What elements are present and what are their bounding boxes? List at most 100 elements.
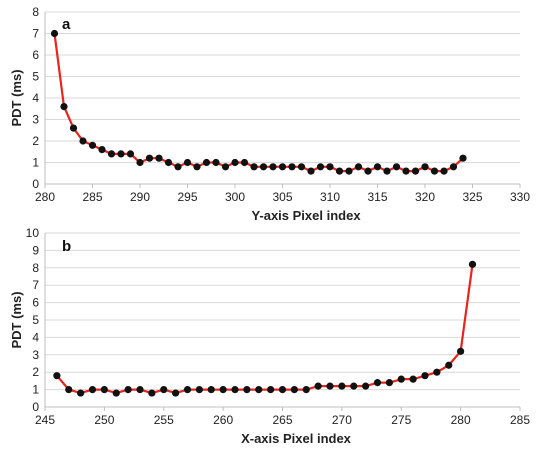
panel-a-data-point [297, 163, 306, 171]
panel-a-data-point [231, 158, 239, 167]
panel-b-y-tick-label: 7 [32, 278, 39, 292]
panel-b-data-point [219, 386, 227, 394]
panel-a-gridlines [45, 11, 520, 163]
panel-b-data-point [195, 386, 203, 394]
panel-b-data-point [314, 382, 322, 390]
panel-b-x-tick-label: 270 [332, 413, 352, 427]
panel-b-y-tick-label: 1 [32, 383, 39, 397]
panel-a-data-point [69, 124, 78, 132]
panel-b-label: b [62, 238, 71, 255]
panel-a-series-polyline [53, 32, 465, 173]
panel-a-y-tick-label: 5 [32, 70, 39, 84]
panel-a-x-tick-label: 320 [415, 190, 435, 204]
panel-b-data-point [373, 379, 382, 387]
panel-b-data-point [183, 386, 192, 394]
panel-a-data-point [430, 167, 439, 175]
panel-b-data-point [148, 389, 156, 397]
panel-a-y-tick-label: 2 [32, 134, 39, 148]
panel-b-data-point [397, 375, 405, 383]
panel-a-y-tick-label: 6 [32, 48, 39, 62]
panel-a-x-tick-label: 290 [130, 190, 150, 204]
panel-a-x-tick-labels: 280 285 290 295 300 305 310 315 320 325 330 [35, 190, 530, 204]
panel-b-axes [44, 233, 521, 411]
panel-b-points [53, 260, 477, 397]
panel-b-data-point [468, 260, 477, 268]
panel-b-y-tick-label: 6 [32, 296, 39, 310]
panel-a-data-point [402, 167, 410, 175]
panel-a-data-point [345, 167, 353, 175]
panel-b-series-polyline [55, 263, 474, 395]
panel-b-x-tick-label: 265 [272, 413, 292, 427]
panel-b-x-tick-label: 255 [154, 413, 174, 427]
panel-a-data-point [117, 150, 125, 158]
panel-b: 0 1 2 3 4 5 6 7 8 9 10 245 250 255 260 265 270 275 280 285… [9, 226, 530, 446]
panel-b-x-tick-label: 250 [94, 413, 114, 427]
panel-a-data-point [373, 163, 382, 171]
panel-a-y-tick-label: 1 [32, 156, 39, 170]
panel-a-series-line [53, 32, 465, 173]
panel-b-data-point [124, 386, 132, 394]
panel-b-y-tick-label: 8 [32, 261, 39, 275]
panel-a-x-tick-label: 315 [367, 190, 387, 204]
panel-a-y-tick-label: 4 [32, 91, 39, 105]
panel-b-data-point [100, 386, 108, 394]
panel-a-x-tick-label: 300 [225, 190, 245, 204]
panel-a-x-tick-label: 295 [177, 190, 197, 204]
panel-b-data-point [326, 382, 334, 390]
panel-a-x-tick-label: 285 [82, 190, 102, 204]
panel-b-data-point [243, 386, 251, 394]
panel-a-y-tick-label: 8 [32, 5, 39, 19]
panel-b-data-point [302, 386, 310, 394]
panel-a-y-tick-label: 7 [32, 27, 39, 41]
panel-b-y-tick-label: 4 [32, 330, 39, 344]
panel-a-data-point [145, 154, 154, 162]
panel-b-data-point [77, 389, 85, 397]
panel-b-data-point [231, 386, 239, 394]
panel-b-y-tick-label: 9 [32, 243, 39, 257]
panel-a-data-point [392, 163, 401, 171]
panel-b-x-tick-label: 280 [451, 413, 471, 427]
panel-b-data-point [53, 372, 61, 380]
panel-a-data-point [421, 163, 429, 171]
panel-a-y-tick-label: 3 [32, 113, 39, 127]
panel-a-data-point [326, 163, 334, 171]
panel-b-data-point [278, 386, 287, 394]
panel-a-data-point [335, 167, 344, 175]
panel-a-data-point [88, 141, 97, 149]
panel-b-data-point [160, 386, 168, 394]
panel-b-data-point [207, 386, 215, 394]
panel-b-y-tick-label: 0 [32, 400, 39, 414]
panel-b-data-point [112, 389, 120, 397]
panel-b-y-axis-title: PDT (ms) [9, 291, 24, 348]
panel-a-data-point [79, 137, 87, 145]
panel-b-data-point [421, 372, 429, 380]
panel-a-data-point [411, 167, 420, 175]
panel-b-x-axis-title: X-axis Pixel index [241, 431, 352, 446]
panel-b-data-point [445, 361, 453, 369]
panel-a-x-tick-label: 330 [510, 190, 530, 204]
panel-a-x-tick-label: 310 [320, 190, 340, 204]
panel-a-data-point [316, 163, 325, 171]
panel-b-data-point [65, 386, 73, 394]
panel-a-data-point [250, 163, 258, 171]
panel-a-data-point [449, 163, 458, 171]
panel-b-y-tick-label: 3 [32, 348, 39, 362]
panel-b-data-point [457, 347, 465, 355]
panel-b-data-point [267, 386, 275, 394]
panel-a-x-axis-title: Y-axis Pixel index [251, 208, 361, 223]
panel-a-data-point [98, 146, 106, 154]
panel-a-data-point [307, 167, 315, 175]
panel-a-y-tick-label: 0 [32, 177, 39, 191]
panel-b-y-tick-label: 2 [32, 365, 39, 379]
panel-b-data-point [433, 368, 441, 376]
panel-a-data-point [364, 167, 372, 175]
panel-a-data-point [155, 154, 163, 162]
panel-a-y-axis-title: PDT (ms) [9, 69, 24, 126]
panel-a-data-point [459, 154, 467, 162]
panel-a-data-point [60, 103, 68, 111]
panel-b-x-tick-label: 245 [35, 413, 55, 427]
panel-a-data-point [164, 158, 173, 167]
panel-b-data-point [350, 382, 358, 390]
panel-a-x-tick-label: 280 [35, 190, 55, 204]
